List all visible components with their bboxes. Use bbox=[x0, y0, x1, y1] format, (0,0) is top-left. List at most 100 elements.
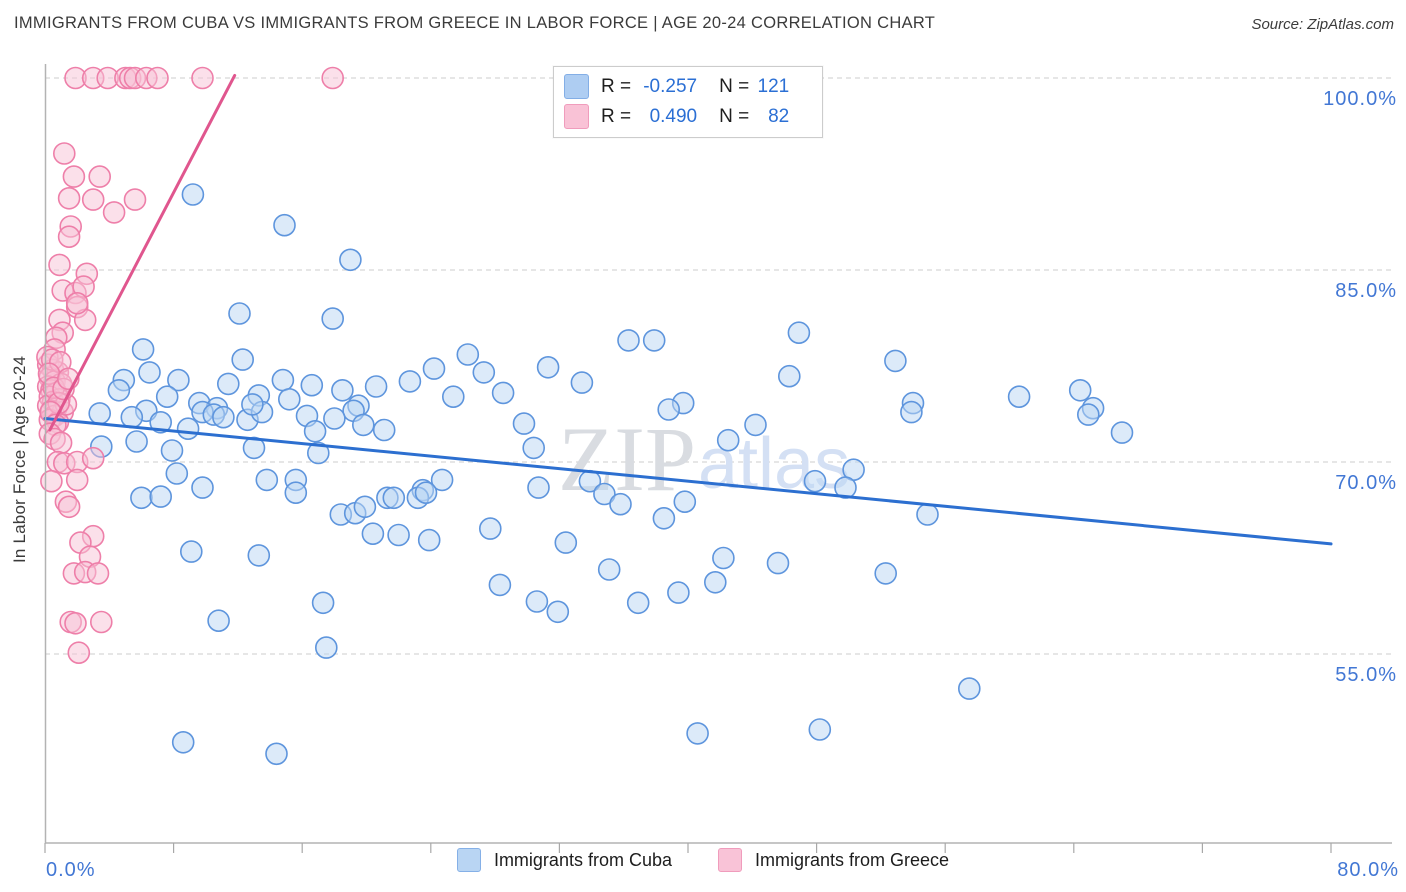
scatter-point-cuba[interactable] bbox=[120, 405, 144, 429]
scatter-point-cuba[interactable] bbox=[626, 591, 650, 615]
scatter-point-cuba[interactable] bbox=[488, 573, 512, 597]
scatter-point-cuba[interactable] bbox=[241, 393, 264, 416]
scatter-point-cuba[interactable] bbox=[667, 581, 690, 604]
scatter-point-cuba[interactable] bbox=[331, 378, 354, 402]
scatter-point-cuba[interactable] bbox=[834, 476, 857, 499]
scatter-point-cuba[interactable] bbox=[107, 378, 131, 402]
scatter-point-cuba[interactable] bbox=[1077, 403, 1100, 426]
scatter-point-cuba[interactable] bbox=[716, 428, 740, 452]
scatter-point-greece[interactable] bbox=[64, 611, 87, 635]
scatter-point-greece[interactable] bbox=[48, 253, 71, 277]
scatter-point-greece[interactable] bbox=[57, 225, 81, 248]
scatter-point-cuba[interactable] bbox=[277, 387, 301, 411]
scatter-point-cuba[interactable] bbox=[884, 349, 907, 373]
scatter-point-cuba[interactable] bbox=[900, 400, 923, 424]
scatter-point-greece[interactable] bbox=[65, 291, 89, 315]
scatter-point-cuba[interactable] bbox=[180, 540, 203, 563]
scatter-point-cuba[interactable] bbox=[546, 600, 570, 624]
scatter-point-cuba[interactable] bbox=[744, 413, 767, 437]
scatter-point-cuba[interactable] bbox=[430, 468, 454, 492]
scatter-point-cuba[interactable] bbox=[808, 718, 832, 741]
scatter-point-cuba[interactable] bbox=[364, 375, 388, 398]
scatter-point-cuba[interactable] bbox=[570, 371, 594, 394]
scatter-point-cuba[interactable] bbox=[138, 361, 161, 384]
scatter-point-cuba[interactable] bbox=[273, 213, 296, 237]
scatter-point-cuba[interactable] bbox=[353, 495, 377, 519]
scatter-point-cuba[interactable] bbox=[165, 462, 189, 485]
scatter-point-cuba[interactable] bbox=[387, 523, 410, 547]
scatter-point-cuba[interactable] bbox=[642, 329, 666, 352]
scatter-point-cuba[interactable] bbox=[673, 490, 697, 514]
source-link[interactable]: Source: ZipAtlas.com bbox=[1251, 16, 1394, 33]
scatter-point-cuba[interactable] bbox=[554, 531, 578, 554]
scatter-point-cuba[interactable] bbox=[525, 590, 549, 613]
scatter-point-cuba[interactable] bbox=[597, 558, 621, 581]
scatter-point-cuba[interactable] bbox=[131, 338, 155, 361]
scatter-point-cuba[interactable] bbox=[422, 357, 446, 380]
scatter-point-cuba[interactable] bbox=[255, 468, 279, 492]
scatter-point-greece[interactable] bbox=[49, 431, 73, 455]
scatter-point-cuba[interactable] bbox=[414, 481, 438, 505]
legend-item-cuba[interactable]: Immigrants from Cuba bbox=[456, 848, 672, 872]
scatter-point-cuba[interactable] bbox=[149, 485, 172, 508]
scatter-point-cuba[interactable] bbox=[265, 742, 288, 766]
scatter-point-cuba[interactable] bbox=[957, 677, 981, 700]
scatter-point-cuba[interactable] bbox=[712, 546, 735, 570]
scatter-point-greece[interactable] bbox=[146, 66, 169, 90]
scatter-point-cuba[interactable] bbox=[657, 398, 681, 421]
scatter-point-cuba[interactable] bbox=[382, 486, 406, 510]
scatter-point-cuba[interactable] bbox=[171, 730, 195, 754]
scatter-point-greece[interactable] bbox=[67, 641, 91, 665]
scatter-point-cuba[interactable] bbox=[609, 492, 632, 516]
scatter-point-cuba[interactable] bbox=[217, 372, 240, 396]
scatter-point-cuba[interactable] bbox=[228, 302, 251, 325]
scatter-point-cuba[interactable] bbox=[617, 329, 640, 352]
scatter-point-cuba[interactable] bbox=[321, 307, 345, 330]
scatter-point-cuba[interactable] bbox=[803, 469, 827, 493]
scatter-point-cuba[interactable] bbox=[351, 413, 375, 437]
scatter-point-cuba[interactable] bbox=[1007, 385, 1031, 409]
scatter-point-cuba[interactable] bbox=[522, 436, 546, 460]
scatter-point-cuba[interactable] bbox=[652, 506, 676, 530]
scatter-point-greece[interactable] bbox=[65, 468, 89, 492]
scatter-point-greece[interactable] bbox=[81, 188, 105, 211]
scatter-point-greece[interactable] bbox=[102, 201, 126, 224]
scatter-point-cuba[interactable] bbox=[417, 528, 441, 552]
scatter-point-cuba[interactable] bbox=[303, 419, 327, 443]
scatter-point-cuba[interactable] bbox=[766, 551, 790, 575]
scatter-point-cuba[interactable] bbox=[130, 486, 153, 510]
scatter-point-cuba[interactable] bbox=[167, 368, 190, 392]
scatter-point-cuba[interactable] bbox=[311, 591, 335, 615]
scatter-point-cuba[interactable] bbox=[491, 381, 515, 405]
legend-item-greece[interactable]: Immigrants from Greece bbox=[718, 848, 949, 872]
scatter-point-cuba[interactable] bbox=[88, 402, 111, 425]
scatter-point-cuba[interactable] bbox=[441, 385, 465, 409]
scatter-point-cuba[interactable] bbox=[874, 562, 898, 585]
scatter-point-cuba[interactable] bbox=[527, 476, 550, 499]
scatter-point-greece[interactable] bbox=[88, 165, 111, 188]
scatter-point-cuba[interactable] bbox=[372, 418, 396, 442]
scatter-point-cuba[interactable] bbox=[306, 441, 330, 465]
scatter-point-cuba[interactable] bbox=[512, 412, 536, 435]
scatter-point-cuba[interactable] bbox=[339, 248, 362, 272]
scatter-point-greece[interactable] bbox=[321, 66, 345, 90]
scatter-point-cuba[interactable] bbox=[686, 722, 709, 745]
scatter-point-greece[interactable] bbox=[81, 446, 105, 470]
scatter-point-cuba[interactable] bbox=[125, 430, 148, 453]
scatter-point-cuba[interactable] bbox=[593, 482, 616, 506]
scatter-point-cuba[interactable] bbox=[212, 405, 235, 429]
scatter-point-cuba[interactable] bbox=[536, 355, 560, 379]
scatter-point-cuba[interactable] bbox=[314, 636, 338, 659]
scatter-point-cuba[interactable] bbox=[472, 361, 496, 384]
scatter-point-greece[interactable] bbox=[57, 495, 81, 519]
scatter-point-cuba[interactable] bbox=[323, 407, 346, 430]
scatter-point-cuba[interactable] bbox=[1068, 378, 1092, 402]
scatter-point-cuba[interactable] bbox=[207, 609, 230, 633]
scatter-point-cuba[interactable] bbox=[191, 476, 214, 499]
scatter-point-cuba[interactable] bbox=[787, 321, 811, 345]
scatter-point-cuba[interactable] bbox=[247, 544, 271, 567]
scatter-point-greece[interactable] bbox=[53, 142, 76, 165]
scatter-point-greece[interactable] bbox=[90, 610, 113, 634]
scatter-point-cuba[interactable] bbox=[155, 385, 179, 409]
scatter-point-cuba[interactable] bbox=[478, 517, 502, 540]
